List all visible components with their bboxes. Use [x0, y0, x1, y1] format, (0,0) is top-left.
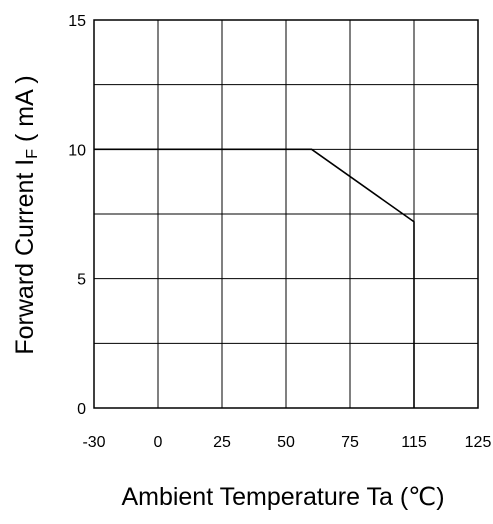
x-tick-label: 0: [154, 434, 163, 451]
x-tick-label: -30: [82, 434, 105, 451]
y-axis-label-subscript: F: [24, 149, 41, 159]
x-tick-label: 115: [401, 434, 427, 451]
plot-frame: [93, 19, 479, 409]
y-axis-label-unit: ( mA ): [11, 75, 39, 149]
y-tick-label: 15: [68, 13, 86, 30]
y-axis-label: Forward Current IF ( mA ): [11, 75, 41, 354]
x-tick-label: 25: [213, 434, 231, 451]
x-tick-label: 50: [277, 434, 295, 451]
x-tick-labels: -30 0 25 50 75 115 125: [82, 434, 491, 451]
y-tick-label: 10: [68, 142, 86, 159]
y-axis-label-main: Forward Current I: [11, 159, 39, 355]
y-tick-label: 5: [77, 272, 86, 289]
derating-curve: [94, 148, 415, 408]
x-axis-label: Ambient Temperature Ta (℃): [121, 483, 444, 511]
x-tick-label: 75: [341, 434, 359, 451]
y-tick-label: 0: [77, 401, 86, 418]
y-tick-labels: 0 5 10 15: [68, 13, 86, 418]
grid-lines: [94, 20, 478, 408]
x-tick-label: 125: [465, 434, 492, 451]
